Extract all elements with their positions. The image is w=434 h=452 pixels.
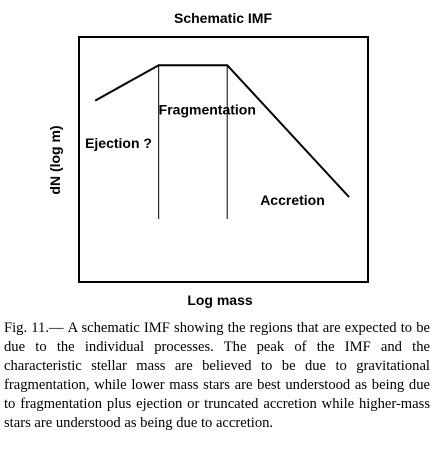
annotation-accretion: Accretion [260,192,325,208]
chart-title: Schematic IMF [174,10,272,26]
annotation-fragmentation: Fragmentation [159,101,256,117]
y-axis-label: dN (log m) [47,125,63,194]
vertical-markers [159,65,228,219]
caption-label: Fig. 11.— [4,320,64,336]
plot-frame [79,37,368,282]
annotation-ejection: Ejection ? [85,135,152,151]
annotations: Fragmentation Ejection ? Accretion [85,101,325,208]
figure-caption: Fig. 11.— A schematic IMF showing the reg… [4,319,430,433]
imf-curve [95,65,349,197]
caption-text: A schematic IMF showing the regions that… [4,320,430,431]
imf-figure: Schematic IMF Fragmentation Ejection ? Acc… [0,0,434,320]
x-axis-label: Log mass [187,292,253,308]
